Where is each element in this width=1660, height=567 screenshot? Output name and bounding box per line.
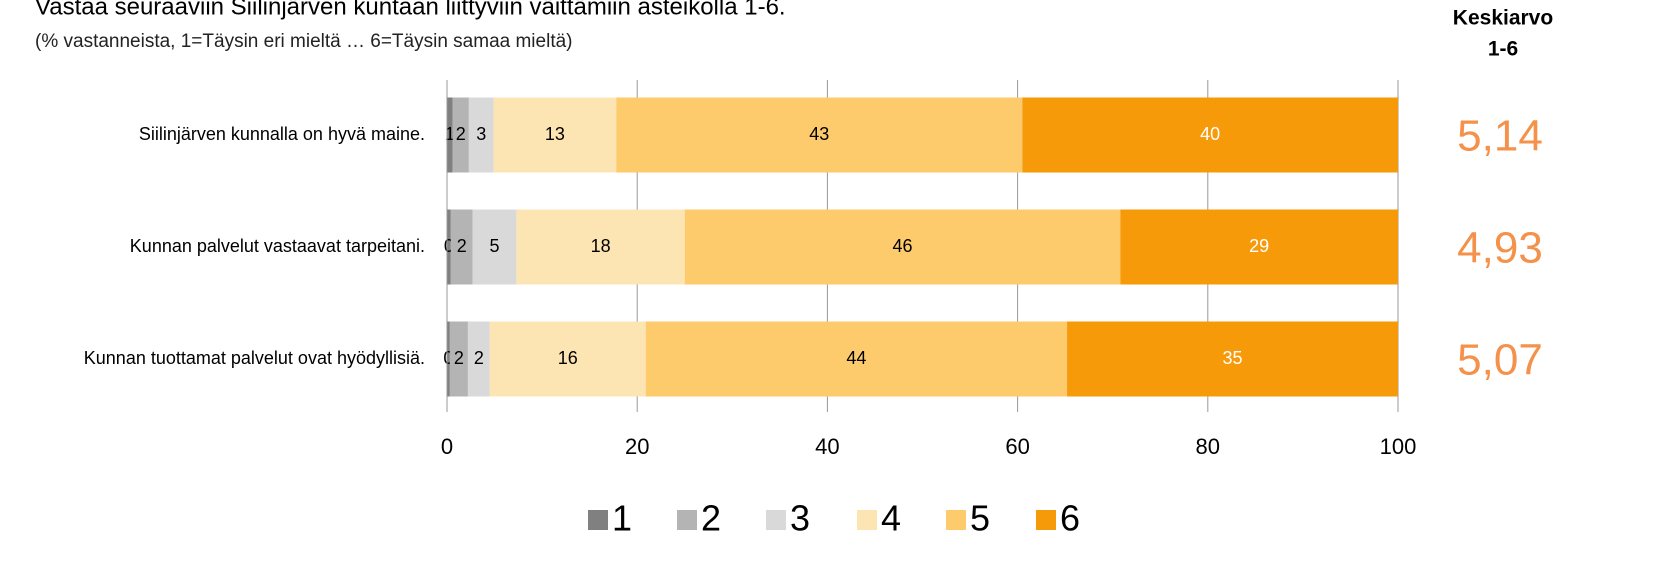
average-value: 4,93 xyxy=(1457,224,1543,273)
legend-label: 3 xyxy=(790,498,810,539)
x-tick-label: 40 xyxy=(815,434,839,459)
data-label: 46 xyxy=(893,236,913,256)
legend-swatch xyxy=(857,510,877,530)
bar-segment xyxy=(489,321,646,397)
legend-label: 2 xyxy=(701,498,721,539)
bar-segment xyxy=(472,209,517,285)
data-label: 13 xyxy=(545,124,565,144)
bar-segment xyxy=(447,97,453,173)
data-label: 5 xyxy=(490,236,500,256)
legend-swatch xyxy=(588,510,608,530)
y-tick-label: Kunnan palvelut vastaavat tarpeitani. xyxy=(130,236,425,256)
average-value: 5,07 xyxy=(1457,336,1543,385)
x-tick-label: 80 xyxy=(1196,434,1220,459)
bar-segment xyxy=(1120,209,1398,285)
bar-segment xyxy=(468,97,494,173)
bar-segment xyxy=(616,97,1023,173)
legend-label: 1 xyxy=(612,498,632,539)
bar-segment xyxy=(516,209,685,285)
x-tick-label: 100 xyxy=(1380,434,1417,459)
data-label: 29 xyxy=(1249,236,1269,256)
y-tick-label: Siilinjärven kunnalla on hyvä maine. xyxy=(139,124,425,144)
y-tick-label: Kunnan tuottamat palvelut ovat hyödyllis… xyxy=(84,348,425,368)
data-label: 0 xyxy=(443,348,453,368)
x-tick-label: 0 xyxy=(441,434,453,459)
legend-swatch xyxy=(1036,510,1056,530)
bar-segment xyxy=(1022,97,1398,173)
data-label: 43 xyxy=(809,124,829,144)
bar-segment xyxy=(1067,321,1398,397)
bar-segment xyxy=(684,209,1121,285)
data-label: 3 xyxy=(476,124,486,144)
legend-swatch xyxy=(766,510,786,530)
bar-segment xyxy=(449,321,468,397)
bar-segment xyxy=(645,321,1068,397)
data-label: 40 xyxy=(1200,124,1220,144)
data-label: 2 xyxy=(474,348,484,368)
bar-segment xyxy=(467,321,490,397)
average-header: Keskiarvo xyxy=(1453,7,1553,30)
average-header: 1-6 xyxy=(1488,38,1518,61)
data-label: 2 xyxy=(456,124,466,144)
legend-label: 6 xyxy=(1060,498,1080,539)
data-label: 16 xyxy=(558,348,578,368)
data-label: 2 xyxy=(454,348,464,368)
data-label: 35 xyxy=(1223,348,1243,368)
data-label: 0 xyxy=(444,236,454,256)
chart-subtitle: (% vastanneista, 1=Täysin eri mieltä … 6… xyxy=(35,31,573,52)
bar-segment xyxy=(447,321,450,397)
legend-label: 5 xyxy=(970,498,990,539)
data-label: 18 xyxy=(591,236,611,256)
bar-segment xyxy=(447,209,451,285)
legend-label: 4 xyxy=(881,498,901,539)
x-tick-label: 20 xyxy=(625,434,649,459)
average-value: 5,14 xyxy=(1457,112,1543,161)
chart-title: Vastaa seuraaviin Siilinjärven kuntaan l… xyxy=(35,0,786,20)
bar-segment xyxy=(450,209,473,285)
bar-segment xyxy=(452,97,469,173)
data-label: 44 xyxy=(846,348,866,368)
data-label: 1 xyxy=(445,124,455,144)
legend-swatch xyxy=(946,510,966,530)
bar-segment xyxy=(493,97,617,173)
data-label: 2 xyxy=(457,236,467,256)
x-tick-label: 60 xyxy=(1005,434,1029,459)
legend-swatch xyxy=(677,510,697,530)
